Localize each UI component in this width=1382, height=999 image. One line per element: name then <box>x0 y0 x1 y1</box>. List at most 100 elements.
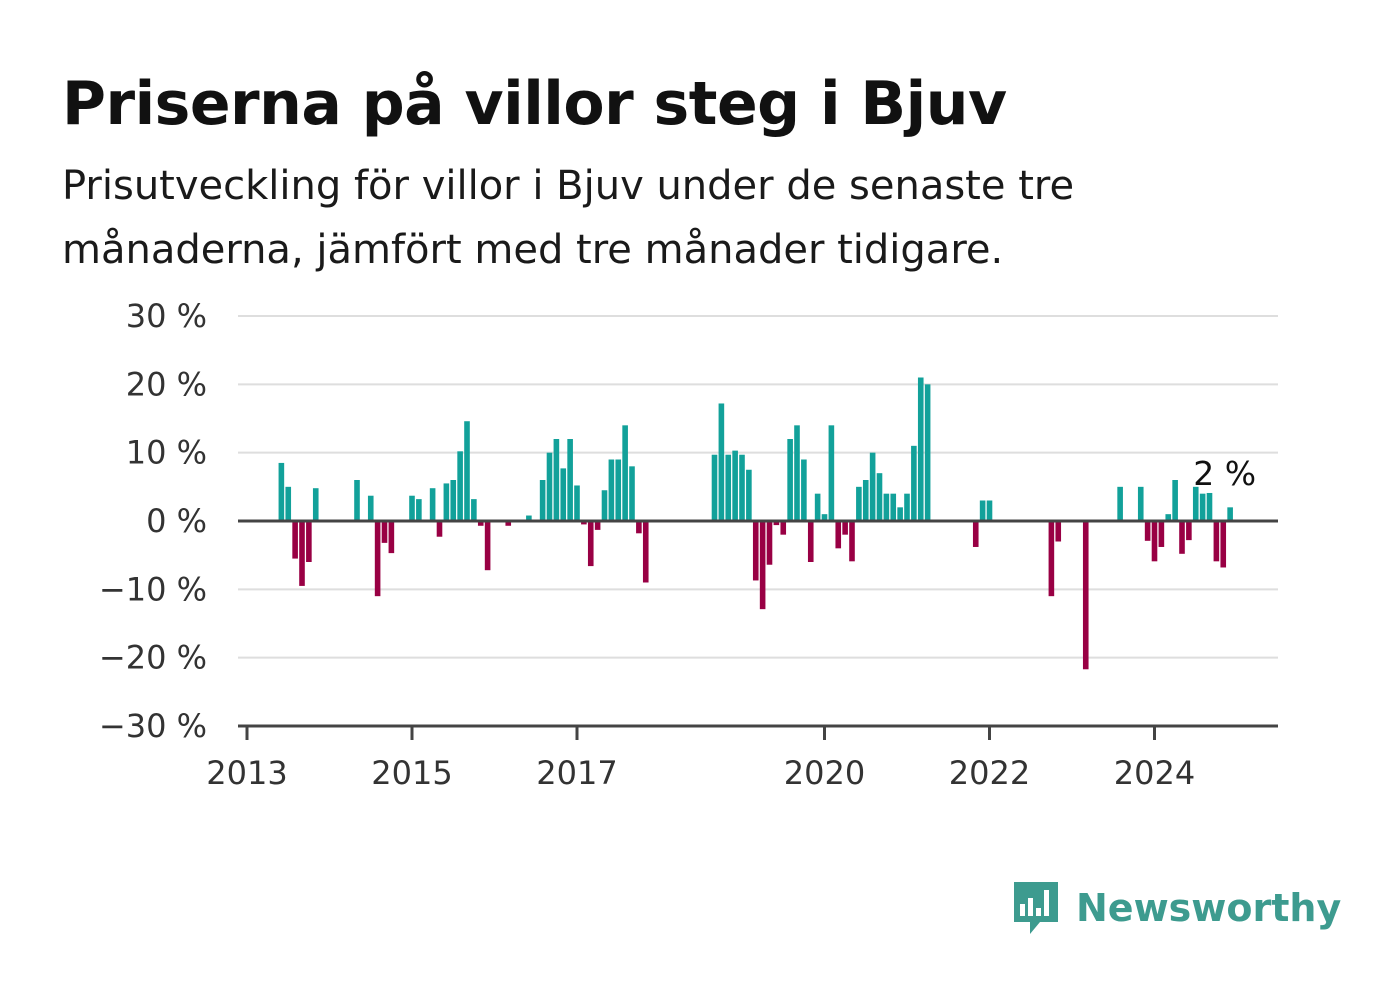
bar <box>821 514 828 521</box>
bar <box>807 521 814 562</box>
bar <box>1082 521 1089 670</box>
bar <box>972 521 979 547</box>
bar <box>801 459 807 521</box>
bar <box>1165 514 1172 521</box>
bar <box>587 521 594 567</box>
bar <box>1179 521 1185 554</box>
y-tick-label: 30 % <box>126 297 207 335</box>
bar <box>429 488 436 521</box>
bar <box>464 421 470 521</box>
bar <box>1137 486 1144 521</box>
x-axis-labels: 2013 2015 2017 2020 2022 2024 <box>206 754 1195 792</box>
brand-name: Newsworthy <box>1076 886 1342 930</box>
bar <box>381 521 388 543</box>
bar <box>642 521 649 583</box>
bar <box>835 521 842 549</box>
bar <box>560 468 567 521</box>
bar <box>904 493 910 521</box>
bar <box>306 521 312 562</box>
bar <box>794 425 800 521</box>
bar <box>354 480 360 521</box>
chart-subtitle: Prisutveckling för villor i Bjuv under d… <box>62 163 1075 273</box>
bar <box>869 452 876 521</box>
chart-title: Priserna på villor steg i Bjuv <box>62 69 1007 139</box>
bar <box>1048 521 1055 597</box>
bar <box>828 425 835 521</box>
bar-chart-speech-bubble-icon <box>1014 882 1058 934</box>
bar <box>856 486 862 521</box>
bar <box>594 521 601 530</box>
bar <box>911 445 917 521</box>
bar <box>416 499 422 521</box>
x-tick-label: 2024 <box>1114 754 1195 792</box>
y-tick-label: 20 % <box>126 365 207 403</box>
bar <box>477 521 484 526</box>
x-tick-label: 2013 <box>206 754 287 792</box>
bar <box>409 495 415 521</box>
bar <box>773 521 780 526</box>
bar <box>1186 521 1192 541</box>
bar <box>567 439 573 521</box>
bar <box>388 521 395 554</box>
annotations: 2 % <box>1193 454 1256 493</box>
y-axis-labels: 30 % 20 % 10 % 0 % −10 % −20 % −30 % <box>99 297 207 745</box>
y-tick-label: −30 % <box>99 707 207 745</box>
bar <box>505 521 512 526</box>
y-tick-label: 10 % <box>126 434 207 472</box>
bar <box>1117 486 1123 521</box>
bar <box>312 488 319 521</box>
bar <box>1055 521 1062 542</box>
bar <box>897 507 903 521</box>
bar <box>759 521 766 610</box>
brand-logo: Newsworthy <box>1010 876 1341 940</box>
bar <box>787 439 793 521</box>
x-tick-label: 2020 <box>784 754 865 792</box>
x-tick-label: 2017 <box>536 754 617 792</box>
bar <box>842 521 848 535</box>
bar <box>457 451 463 521</box>
bar <box>526 515 532 521</box>
bar <box>622 425 628 521</box>
bar <box>986 500 993 521</box>
bar <box>608 459 615 521</box>
bar <box>615 459 622 521</box>
bar <box>546 452 553 521</box>
bar <box>1220 521 1227 568</box>
y-tick-label: −20 % <box>99 639 207 677</box>
bar <box>814 493 821 521</box>
bar <box>1213 521 1220 562</box>
bar <box>636 521 642 534</box>
bar <box>539 480 546 521</box>
gridlines <box>238 315 1278 659</box>
bar <box>484 521 491 571</box>
bar <box>1227 507 1233 521</box>
bar <box>450 480 457 521</box>
bar <box>924 384 931 521</box>
bar <box>718 403 725 521</box>
bar <box>732 450 738 521</box>
bar <box>601 490 608 521</box>
bar <box>739 454 745 521</box>
bar <box>285 486 292 521</box>
bar <box>471 499 477 521</box>
bar <box>553 439 560 521</box>
bar <box>1151 521 1158 562</box>
bar <box>711 454 718 521</box>
bar <box>629 466 635 521</box>
last-value-annotation: 2 % <box>1193 454 1256 493</box>
bar <box>890 493 897 521</box>
bar <box>574 485 580 521</box>
bar <box>443 483 450 521</box>
bar <box>780 521 787 535</box>
bar <box>1172 480 1178 521</box>
bar <box>849 521 855 562</box>
bar <box>581 521 587 525</box>
x-tick-label: 2022 <box>949 754 1030 792</box>
y-tick-label: 0 % <box>146 502 207 540</box>
axes <box>238 519 1278 740</box>
bar <box>876 473 883 521</box>
bar <box>1192 486 1199 521</box>
bar <box>292 521 298 559</box>
bar <box>862 480 869 521</box>
